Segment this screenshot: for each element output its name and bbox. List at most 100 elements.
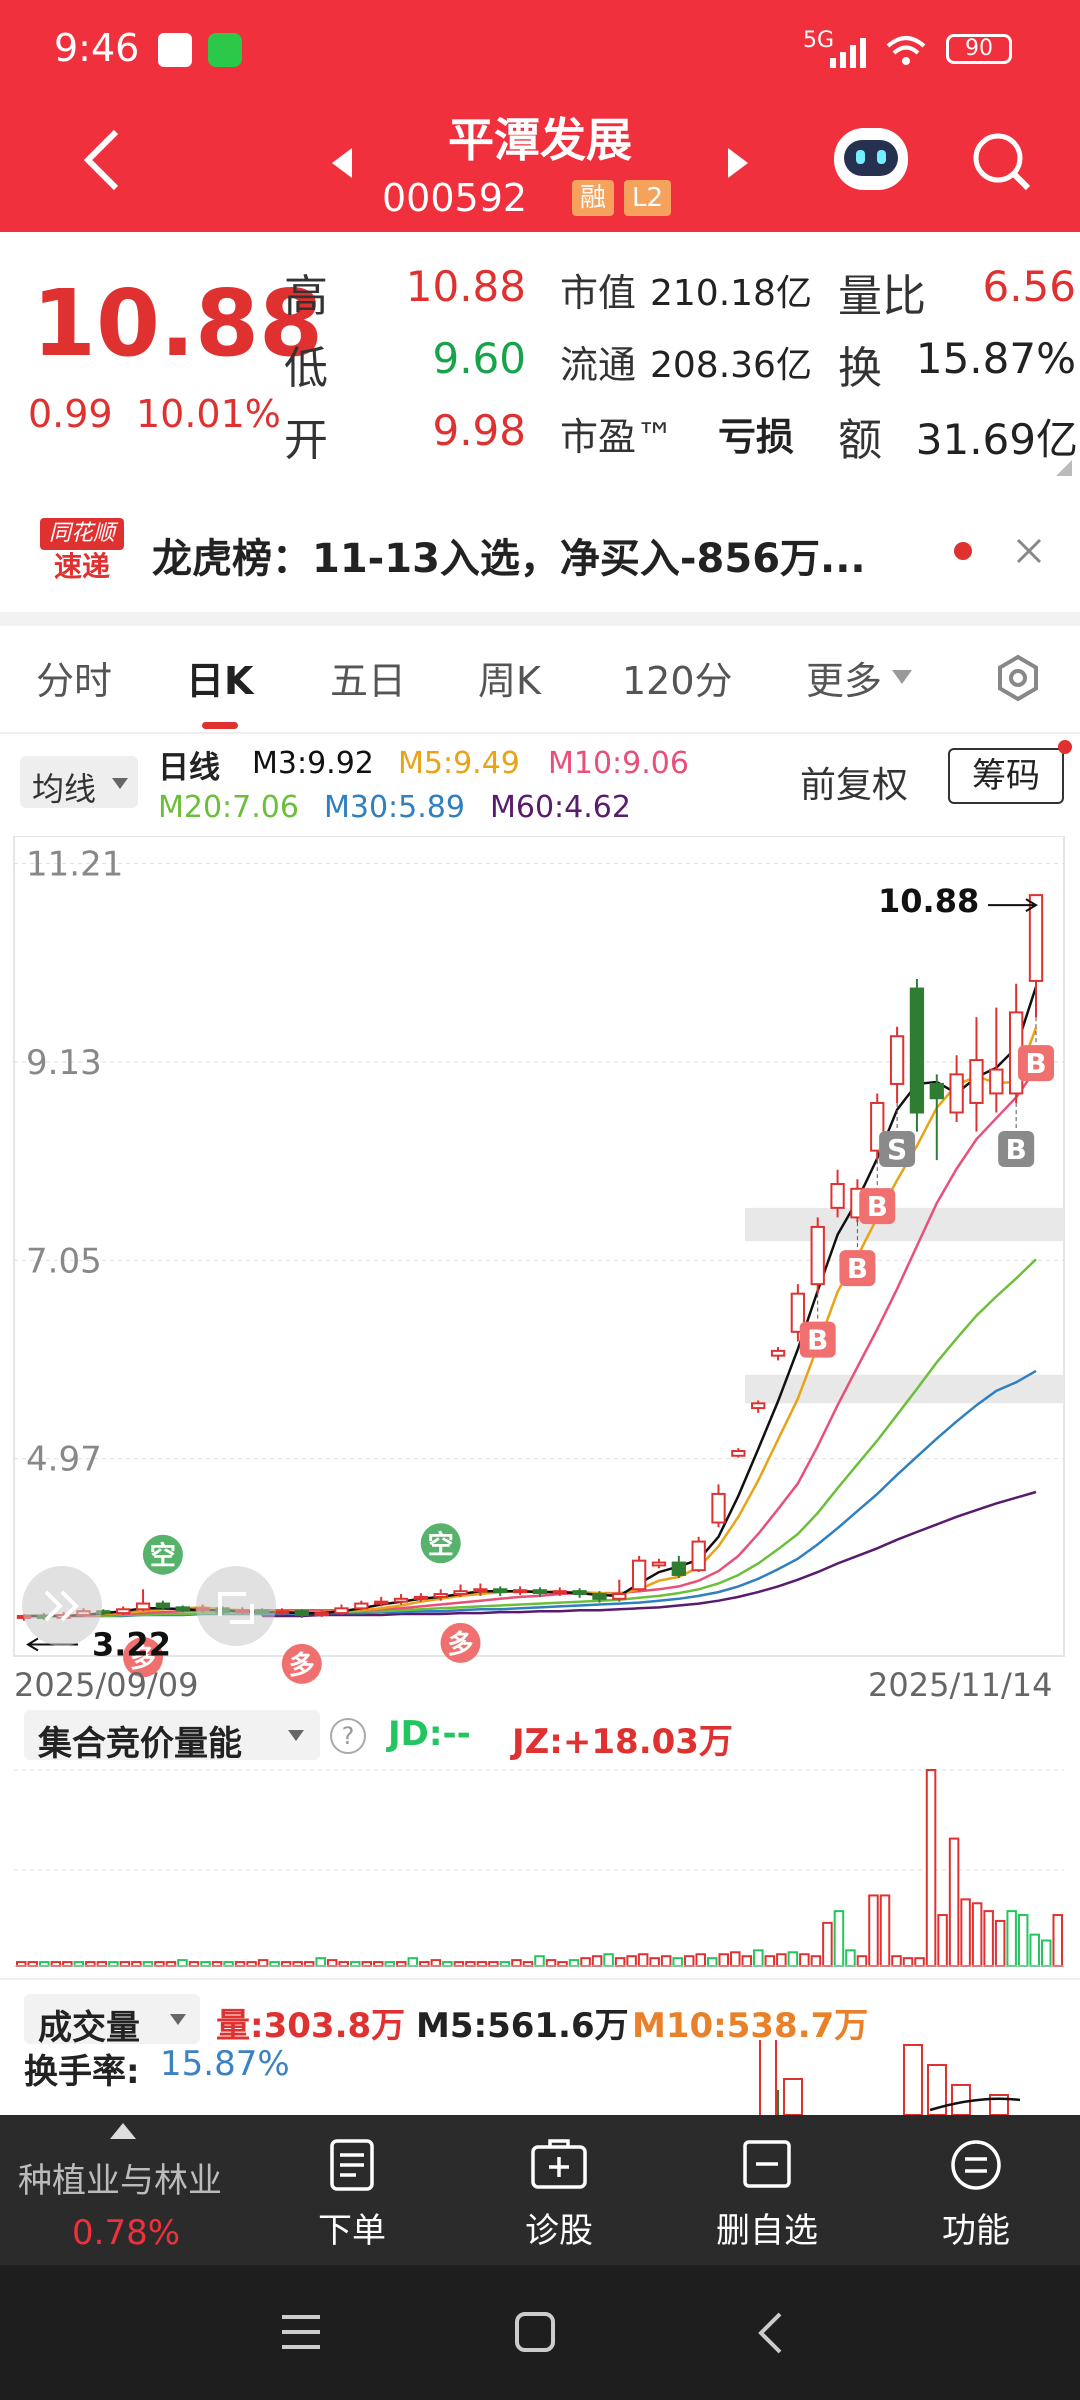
auction-bar	[1052, 1914, 1064, 1967]
candle-body	[512, 1589, 528, 1594]
divider	[0, 732, 1080, 734]
chips-dot	[1058, 740, 1072, 754]
candle-body	[731, 1450, 746, 1457]
chips-button[interactable]: 筹码	[948, 748, 1064, 804]
auction-bar	[845, 1949, 856, 1968]
auction-bar	[1040, 1939, 1052, 1968]
auction-bar	[119, 1961, 131, 1968]
ma-type-dropdown[interactable]: 均线	[20, 756, 138, 808]
auction-bar	[948, 1837, 960, 1967]
tab-intraday[interactable]: 分时	[36, 659, 113, 703]
candle-body	[413, 1595, 429, 1600]
tab-five-day[interactable]: 五日	[330, 659, 407, 703]
tab-weekly-k[interactable]: 周K	[478, 659, 541, 703]
signal-label: 多	[130, 1644, 156, 1674]
nav-order[interactable]: 下单	[318, 2211, 386, 2251]
sector-name[interactable]: 种植业与林业	[18, 2161, 222, 2201]
crop-icon	[218, 1592, 254, 1624]
home-icon[interactable]	[514, 2311, 556, 2353]
expand-corner-icon[interactable]	[1056, 460, 1072, 476]
open-value: 9.98	[432, 406, 526, 455]
candle-body	[592, 1593, 607, 1600]
auction-panel-selector[interactable]: 集合竞价量能	[24, 1710, 320, 1764]
auction-bar	[994, 1919, 1006, 1967]
auction-bar	[499, 1961, 511, 1968]
current-price: 10.88	[32, 270, 324, 377]
volume-value: 量:303.8万	[216, 2006, 406, 2046]
signal-icon	[830, 38, 866, 68]
nav-function[interactable]: 功能	[942, 2211, 1010, 2251]
candle-body	[135, 1602, 151, 1611]
volume-panel-selector[interactable]: 成交量	[24, 1994, 200, 2048]
auction-bar	[580, 1957, 591, 1968]
auction-bar	[660, 1955, 672, 1967]
news-logo-top: 同花顺	[40, 518, 124, 550]
signal-badge	[879, 1130, 916, 1167]
close-icon[interactable]	[1016, 538, 1042, 564]
auction-bar	[303, 1961, 315, 1968]
order-icon[interactable]	[328, 2139, 376, 2191]
news-ticker[interactable]: 同花顺 速递 龙虎榜：11-13入选，净买入-856万...	[0, 494, 1080, 604]
vol-ratio-value: 6.56	[982, 262, 1076, 311]
stock-title: 平潭发展	[448, 113, 632, 167]
back-arrow-icon[interactable]	[80, 128, 124, 192]
price-change: 0.99	[28, 392, 113, 436]
search-icon[interactable]	[970, 130, 1034, 194]
news-text[interactable]: 龙虎榜：11-13入选，净买入-856万...	[152, 536, 866, 582]
tab-more[interactable]: 更多	[806, 659, 883, 703]
auction-bar	[211, 1961, 223, 1968]
signal-label: 空	[428, 1529, 454, 1560]
x-end-label: 2025/11/14	[868, 1666, 1053, 1704]
remove-watchlist-icon[interactable]	[742, 2139, 792, 2189]
tab-120min[interactable]: 120分	[622, 659, 733, 703]
resistance-band	[745, 1207, 1064, 1242]
candle-body	[393, 1597, 409, 1603]
system-back-icon[interactable]	[756, 2311, 784, 2355]
nav-remove-watchlist[interactable]: 删自选	[716, 2211, 818, 2251]
auction-bar	[706, 1957, 718, 1968]
nav-diagnose[interactable]: 诊股	[525, 2211, 593, 2251]
auction-bar	[361, 1961, 373, 1968]
auction-bar	[338, 1961, 349, 1968]
period-label: 日线	[158, 750, 220, 786]
fast-forward-icon	[44, 1590, 79, 1622]
margin-badge: 融	[572, 180, 615, 216]
auction-bar	[246, 1961, 257, 1968]
float-label: 流通	[560, 343, 637, 387]
prev-stock-icon[interactable]	[328, 146, 354, 180]
auction-bar	[799, 1953, 810, 1968]
diagnose-icon[interactable]	[530, 2139, 588, 2191]
help-icon[interactable]: ?	[330, 1718, 366, 1754]
settings-icon[interactable]	[994, 654, 1042, 702]
function-icon[interactable]	[950, 2139, 1002, 2191]
signal-badge	[123, 1637, 164, 1678]
candle-body	[116, 1608, 131, 1615]
signal-label: B	[1025, 1047, 1046, 1080]
next-stock-icon[interactable]	[726, 146, 752, 180]
y-tick-label: 4.97	[26, 1440, 102, 1480]
adjust-toggle[interactable]: 前复权	[800, 765, 909, 806]
candle-body	[155, 1602, 171, 1609]
pe-label: 市盈™	[560, 415, 675, 459]
auction-bar	[902, 1957, 914, 1968]
menu-icon[interactable]	[280, 2313, 322, 2351]
auction-bar	[787, 1951, 799, 1967]
candle-body	[354, 1602, 369, 1610]
auction-bar	[442, 1961, 453, 1968]
auction-bar	[154, 1961, 165, 1968]
robot-assistant-icon[interactable]	[834, 128, 908, 190]
candle-body	[334, 1607, 349, 1615]
auction-bar	[626, 1955, 637, 1967]
auction-bar	[764, 1955, 776, 1967]
auction-bar	[1029, 1933, 1040, 1967]
candle-body	[631, 1559, 647, 1591]
auction-bar	[453, 1961, 465, 1968]
auction-bar	[62, 1961, 73, 1968]
network-label: 5G	[803, 28, 835, 53]
signal-label: B	[1005, 1133, 1026, 1166]
tab-daily-k[interactable]: 日K	[186, 659, 254, 703]
crop-button	[196, 1566, 276, 1646]
auction-bar	[488, 1961, 499, 1968]
chevron-down-icon	[170, 2014, 186, 2025]
